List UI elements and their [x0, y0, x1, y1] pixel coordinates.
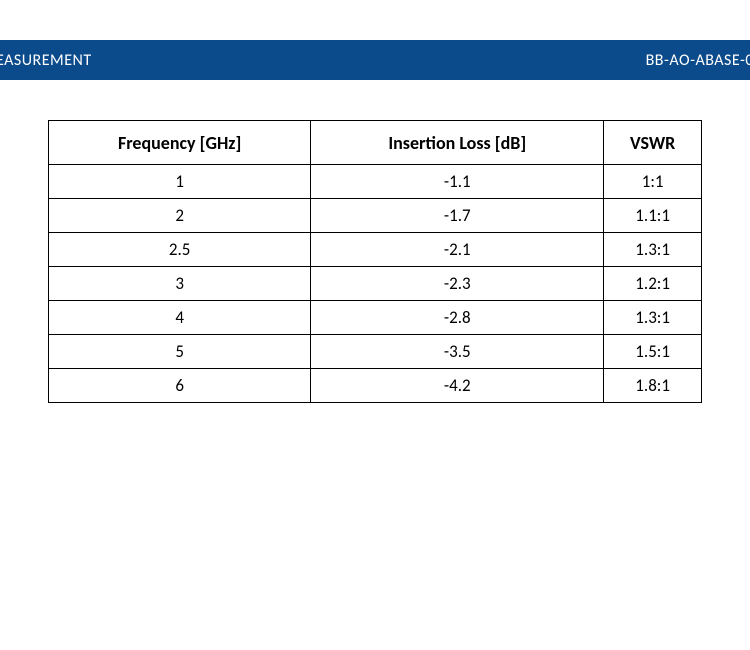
- cell-frequency: 2: [49, 199, 311, 233]
- col-header-vswr: VSWR: [604, 121, 702, 165]
- table-row: 2.5 -2.1 1.3:1: [49, 233, 702, 267]
- cell-vswr: 1.2:1: [604, 267, 702, 301]
- cell-vswr: 1.5:1: [604, 335, 702, 369]
- header-left-text: EASUREMENT: [0, 51, 92, 70]
- table-row: 3 -2.3 1.2:1: [49, 267, 702, 301]
- cell-vswr: 1:1: [604, 165, 702, 199]
- table-body: 1 -1.1 1:1 2 -1.7 1.1:1 2.5 -2.1 1.3:1 3…: [49, 165, 702, 403]
- cell-insertion-loss: -2.3: [311, 267, 604, 301]
- cell-frequency: 4: [49, 301, 311, 335]
- table-row: 2 -1.7 1.1:1: [49, 199, 702, 233]
- table-container: Frequency [GHz] Insertion Loss [dB] VSWR…: [0, 80, 750, 403]
- cell-vswr: 1.3:1: [604, 301, 702, 335]
- table-row: 1 -1.1 1:1: [49, 165, 702, 199]
- cell-frequency: 2.5: [49, 233, 311, 267]
- cell-frequency: 6: [49, 369, 311, 403]
- cell-frequency: 1: [49, 165, 311, 199]
- header-right-text: BB-AO-ABASE-0: [646, 51, 750, 70]
- col-header-insertion-loss: Insertion Loss [dB]: [311, 121, 604, 165]
- cell-insertion-loss: -2.1: [311, 233, 604, 267]
- cell-vswr: 1.3:1: [604, 233, 702, 267]
- cell-insertion-loss: -1.7: [311, 199, 604, 233]
- cell-insertion-loss: -3.5: [311, 335, 604, 369]
- cell-insertion-loss: -4.2: [311, 369, 604, 403]
- cell-frequency: 5: [49, 335, 311, 369]
- header-bar: EASUREMENT BB-AO-ABASE-0: [0, 40, 750, 80]
- table-row: 5 -3.5 1.5:1: [49, 335, 702, 369]
- cell-frequency: 3: [49, 267, 311, 301]
- col-header-frequency: Frequency [GHz]: [49, 121, 311, 165]
- cell-vswr: 1.8:1: [604, 369, 702, 403]
- table-header-row: Frequency [GHz] Insertion Loss [dB] VSWR: [49, 121, 702, 165]
- cell-insertion-loss: -1.1: [311, 165, 604, 199]
- cell-insertion-loss: -2.8: [311, 301, 604, 335]
- measurement-table: Frequency [GHz] Insertion Loss [dB] VSWR…: [48, 120, 702, 403]
- table-row: 6 -4.2 1.8:1: [49, 369, 702, 403]
- table-row: 4 -2.8 1.3:1: [49, 301, 702, 335]
- cell-vswr: 1.1:1: [604, 199, 702, 233]
